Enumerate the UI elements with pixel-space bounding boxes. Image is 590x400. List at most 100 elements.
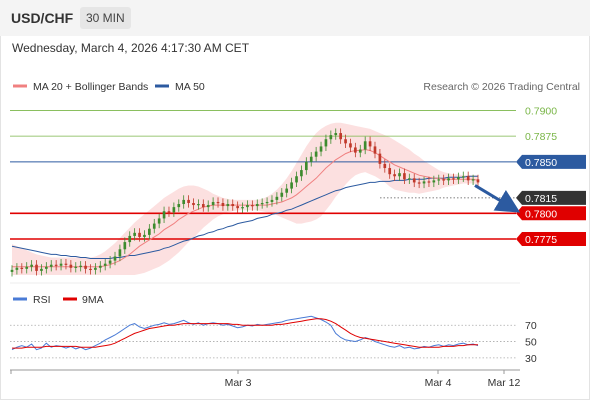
bollinger-band <box>12 122 478 275</box>
candle-body-39 <box>201 204 205 208</box>
chart-header: USD/CHF 30 MIN <box>0 0 590 36</box>
candle-body-29 <box>152 223 156 229</box>
candle-body-24 <box>128 235 132 243</box>
level-tag-3 <box>516 190 586 205</box>
candle-body-69 <box>349 143 352 148</box>
forecast-arrow <box>474 184 521 213</box>
candle-body-61 <box>309 156 313 162</box>
candle-body-63 <box>319 146 323 152</box>
candle-body-87 <box>437 179 441 181</box>
candle-body-82 <box>412 178 416 183</box>
candle-body-25 <box>133 232 136 236</box>
candle-body-59 <box>300 170 303 177</box>
candle-body-40 <box>206 205 210 208</box>
candle-body-72 <box>363 141 367 150</box>
level-tag-2 <box>516 154 586 169</box>
candle-body-57 <box>290 182 293 189</box>
candle-body-91 <box>457 177 460 180</box>
candle-body-5 <box>35 264 38 271</box>
level-tag-5 <box>516 232 586 246</box>
rsi-tick-2: 30 <box>525 353 537 365</box>
candle-body-66 <box>334 133 338 136</box>
candle-body-35 <box>182 199 186 205</box>
candle-body-51 <box>260 203 264 205</box>
candle-body-43 <box>221 203 225 207</box>
candle-body-14 <box>79 265 83 267</box>
rsi-tick-1: 50 <box>525 337 537 349</box>
rsi-ma-line <box>12 318 478 349</box>
candle-body-8 <box>49 264 53 267</box>
candle-body-36 <box>187 199 190 203</box>
candle-body-71 <box>358 149 362 153</box>
candle-body-83 <box>417 182 421 184</box>
candle-body-54 <box>275 196 279 200</box>
candle-body-13 <box>74 266 78 268</box>
candle-body-88 <box>442 179 445 181</box>
candle-body-49 <box>251 205 254 207</box>
candle-body-46 <box>236 206 239 209</box>
candle-body-0 <box>10 269 14 272</box>
symbol-title: USD/CHF <box>11 10 74 26</box>
x-axis: Mar 3 Mar 4 Mar 12 <box>10 370 521 389</box>
candle-body-84 <box>422 181 426 184</box>
candle-body-78 <box>393 174 396 177</box>
candle-body-27 <box>143 234 146 237</box>
candle-body-18 <box>98 265 102 268</box>
x-tick-label-2: Mar 12 <box>488 377 521 389</box>
candle-body-95 <box>476 179 480 183</box>
candle-body-56 <box>285 188 289 193</box>
candle-body-79 <box>398 173 401 177</box>
candle-body-15 <box>84 265 87 269</box>
candle-body-7 <box>45 266 48 269</box>
candle-body-67 <box>339 133 342 140</box>
candle-body-31 <box>162 211 166 219</box>
candle-body-37 <box>192 203 195 206</box>
candle-body-22 <box>118 249 122 257</box>
candle-body-81 <box>407 178 411 180</box>
ma50-line <box>11 175 478 259</box>
level-label-4: 0.7800 <box>525 208 557 220</box>
candle-body-34 <box>177 204 181 208</box>
candle-body-73 <box>368 141 372 147</box>
candle-body-52 <box>265 201 269 204</box>
ma20-line <box>12 148 479 268</box>
candle-body-92 <box>461 176 465 178</box>
candle-body-42 <box>216 201 220 204</box>
candle-body-11 <box>64 263 68 265</box>
candle-body-68 <box>344 139 347 144</box>
timeframe-badge[interactable]: 30 MIN <box>80 7 131 29</box>
credit-text: Research © 2026 Trading Central <box>423 81 580 93</box>
candle-body-17 <box>94 267 97 270</box>
level-label-3: 0.7815 <box>525 193 557 205</box>
ma50-legend-label: MA 50 <box>175 81 205 93</box>
candle-body-74 <box>373 146 377 154</box>
candle-body-21 <box>113 256 117 261</box>
candle-body-89 <box>447 178 450 181</box>
candle-body-1 <box>15 267 19 270</box>
rsi-tick-0: 70 <box>525 320 537 332</box>
candle-body-4 <box>30 264 33 267</box>
rsi-legend-label: RSI <box>33 294 51 306</box>
candle-body-70 <box>354 147 357 153</box>
candle-body-58 <box>295 176 298 183</box>
candle-body-32 <box>167 211 171 213</box>
candle-body-62 <box>314 151 318 157</box>
level-label-5: 0.7775 <box>525 234 557 246</box>
candle-body-9 <box>54 264 58 266</box>
level-tag-4 <box>516 206 586 221</box>
candle-body-75 <box>378 153 382 164</box>
rsi-ma-legend-label: 9MA <box>82 294 104 306</box>
ma20-legend-label: MA 20 + Bollinger Bands <box>33 81 148 93</box>
candle-body-41 <box>211 201 215 206</box>
candle-body-94 <box>471 179 475 181</box>
candle-body-86 <box>432 180 436 183</box>
candle-body-90 <box>452 178 455 180</box>
candle-body-6 <box>40 268 43 271</box>
candle-body-85 <box>427 181 431 183</box>
candle-body-33 <box>172 207 176 213</box>
candle-body-38 <box>197 204 200 206</box>
candle-body-60 <box>304 161 308 171</box>
x-tick-label-1: Mar 4 <box>425 377 452 389</box>
candle-body-3 <box>25 266 29 269</box>
chart-datetime: Wednesday, March 4, 2026 4:17:30 AM CET <box>12 41 250 55</box>
